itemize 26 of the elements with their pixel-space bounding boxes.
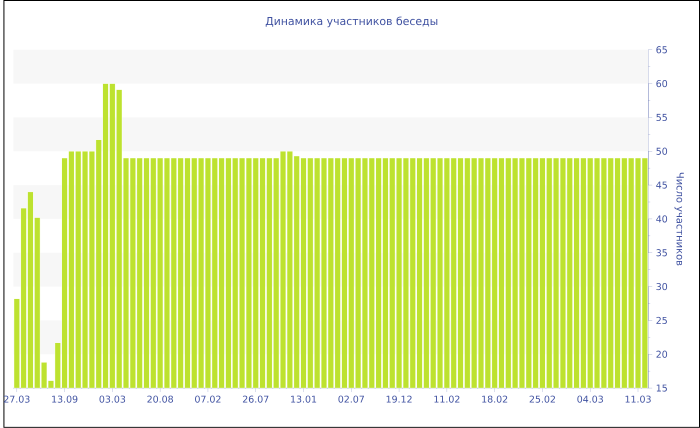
y-axis-title: Число участников	[674, 172, 684, 266]
y-tick-label: 65	[656, 46, 667, 54]
x-tick-label: 18.02	[482, 396, 508, 403]
x-tick-label: 11.03	[626, 396, 651, 403]
y-tick-label: 25	[656, 316, 667, 324]
x-tick-label: 25.02	[530, 396, 555, 403]
y-tick-label: 15	[656, 384, 667, 392]
y-tick-label: 20	[656, 350, 668, 358]
y-tick-label: 50	[656, 148, 668, 155]
y-tick-label: 45	[656, 182, 667, 189]
x-tick-label: 26.07	[242, 396, 268, 403]
y-tick-label: 55	[656, 114, 667, 121]
x-tick-label: 03.03	[100, 396, 126, 403]
x-tick-label: 13.09	[52, 396, 78, 403]
x-tick-label: 02.07	[338, 396, 364, 403]
x-tick-label: 13.01	[291, 396, 316, 403]
x-tick-label: 20.08	[147, 396, 173, 403]
y-tick-label: 30	[656, 283, 668, 290]
x-tick-label: 04.03	[577, 396, 603, 403]
y-tick-label: 35	[656, 249, 667, 256]
chart-title: Динамика участников беседы	[266, 16, 438, 28]
y-tick-label: 60	[656, 80, 668, 88]
x-tick-label: 11.02	[434, 396, 460, 403]
x-tick-label: 07.02	[195, 396, 220, 403]
x-tick-label: 19.12	[386, 396, 412, 403]
y-tick-label: 40	[656, 215, 668, 223]
